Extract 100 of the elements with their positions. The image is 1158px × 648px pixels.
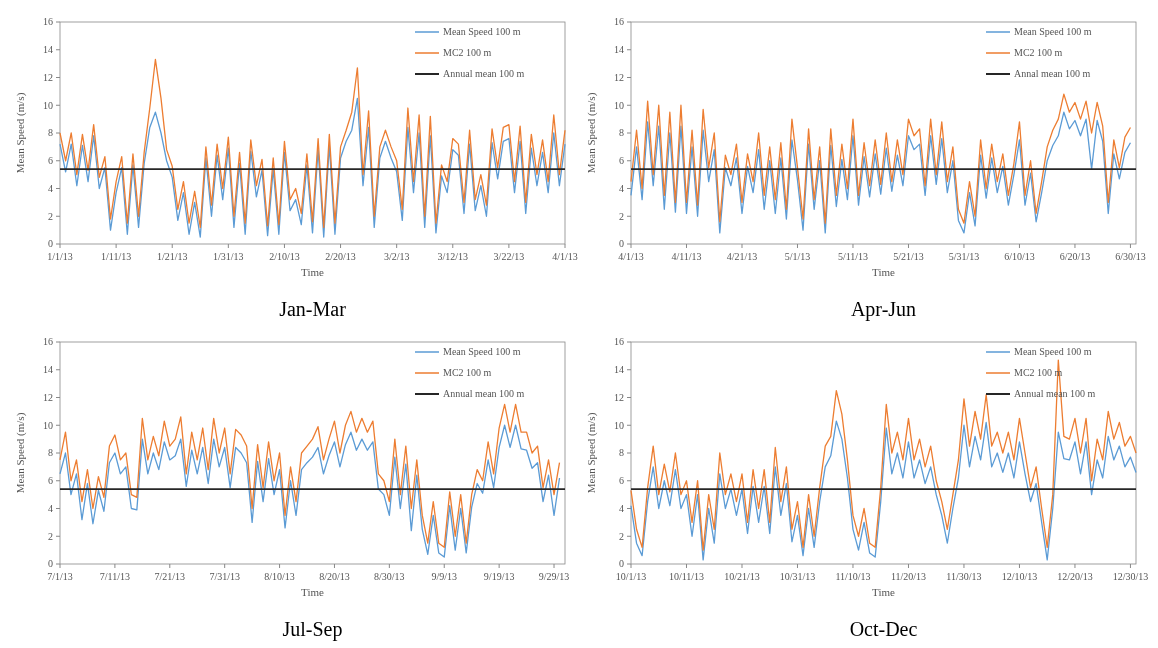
x-tick-label: 9/19/13 xyxy=(483,571,515,582)
y-tick-label: 8 xyxy=(48,127,53,139)
x-tick-label: 1/31/13 xyxy=(213,251,244,262)
text: Jul-Sep xyxy=(282,618,343,641)
x-tick-label: 4/1/13 xyxy=(618,251,644,262)
line-series xyxy=(630,111,1132,234)
y-tick-label: 2 xyxy=(48,210,53,222)
y-axis-title: Mean Speed (m/s) xyxy=(585,412,598,494)
line-series xyxy=(630,93,1132,224)
x-tick-label: 4/21/13 xyxy=(726,251,758,262)
x-tick-label: 9/9/13 xyxy=(431,571,458,582)
x-tick-label: 1/11/13 xyxy=(101,251,132,262)
legend-label: Annal mean 100 m xyxy=(1014,68,1091,80)
y-tick-label: 10 xyxy=(43,419,53,431)
y-tick-label: 16 xyxy=(614,16,624,28)
y-tick-label: 4 xyxy=(619,502,624,514)
y-axis-title: Mean Speed (m/s) xyxy=(14,92,27,174)
y-tick-label: 16 xyxy=(43,16,53,28)
y-tick-label: 2 xyxy=(619,210,624,222)
x-tick-label: 4/11/13 xyxy=(671,251,702,262)
y-tick-label: 12 xyxy=(43,391,53,403)
y-tick-label: 6 xyxy=(48,155,53,167)
x-tick-label: 2/20/13 xyxy=(325,251,356,262)
x-tick-label: 3/2/13 xyxy=(383,251,410,262)
x-axis-title: Time xyxy=(301,266,325,278)
y-tick-label: 6 xyxy=(48,475,53,487)
y-tick-label: 0 xyxy=(619,558,624,570)
y-tick-label: 8 xyxy=(619,127,624,139)
y-tick-label: 8 xyxy=(48,447,53,459)
legend-label: Mean Speed 100 m xyxy=(1014,346,1092,358)
y-tick-label: 0 xyxy=(619,238,624,250)
legend-label: Mean Speed 100 m xyxy=(1014,26,1092,38)
x-axis-title: Time xyxy=(872,266,896,278)
x-tick-label: 5/1/13 xyxy=(784,251,811,262)
x-axis-title: Time xyxy=(301,586,325,598)
y-tick-label: 0 xyxy=(48,238,53,250)
y-tick-label: 6 xyxy=(619,155,624,167)
x-tick-label: 8/30/13 xyxy=(374,571,405,582)
legend-label: Mean Speed 100 m xyxy=(443,346,521,358)
x-tick-label: 10/1/13 xyxy=(615,571,647,582)
x-tick-label: 6/30/13 xyxy=(1115,251,1146,262)
legend-label: Annual mean 100 m xyxy=(443,388,525,400)
x-tick-label: 5/31/13 xyxy=(948,251,980,262)
x-tick-label: 4/1/13 xyxy=(552,251,578,262)
x-tick-label: 11/20/13 xyxy=(890,571,927,582)
y-tick-label: 14 xyxy=(614,44,624,56)
text: Apr-Jun xyxy=(850,298,917,321)
x-tick-label: 12/30/13 xyxy=(1112,571,1149,582)
x-tick-label: 12/10/13 xyxy=(1001,571,1038,582)
y-axis-title: Mean Speed (m/s) xyxy=(585,92,598,174)
line-series xyxy=(59,424,561,558)
line-series xyxy=(630,420,1137,561)
x-tick-label: 5/11/13 xyxy=(837,251,869,262)
y-tick-label: 2 xyxy=(48,530,53,542)
legend-label: MC2 100 m xyxy=(443,367,492,379)
y-tick-label: 6 xyxy=(619,475,624,487)
y-tick-label: 14 xyxy=(43,364,53,376)
legend-label: Mean Speed 100 m xyxy=(443,26,521,38)
y-tick-label: 14 xyxy=(43,44,53,56)
y-tick-label: 12 xyxy=(614,391,624,403)
x-tick-label: 7/21/13 xyxy=(154,571,186,582)
y-tick-label: 4 xyxy=(48,182,53,194)
y-tick-label: 4 xyxy=(48,502,53,514)
y-tick-label: 14 xyxy=(614,364,624,376)
x-tick-label: 2/10/13 xyxy=(269,251,300,262)
x-tick-label: 10/31/13 xyxy=(779,571,816,582)
x-tick-label: 10/11/13 xyxy=(668,571,705,582)
y-tick-label: 10 xyxy=(614,99,624,111)
x-tick-label: 6/20/13 xyxy=(1059,251,1091,262)
x-tick-label: 8/20/13 xyxy=(319,571,350,582)
x-tick-label: 1/21/13 xyxy=(156,251,188,262)
text: Jan-Mar xyxy=(279,298,347,320)
y-tick-label: 8 xyxy=(619,447,624,459)
y-tick-label: 10 xyxy=(614,419,624,431)
x-tick-label: 10/21/13 xyxy=(724,571,760,582)
y-tick-label: 10 xyxy=(43,99,53,111)
y-tick-label: 4 xyxy=(619,182,624,194)
legend-label: Annual mean 100 m xyxy=(443,68,525,80)
x-axis-title: Time xyxy=(872,586,896,598)
y-tick-label: 16 xyxy=(614,336,624,348)
y-tick-label: 16 xyxy=(43,336,53,348)
y-tick-label: 12 xyxy=(43,71,53,83)
x-tick-label: 9/29/13 xyxy=(538,571,570,582)
legend-label: MC2 100 m xyxy=(443,47,492,59)
x-tick-label: 3/12/13 xyxy=(437,251,469,262)
y-tick-label: 2 xyxy=(619,530,624,542)
line-series xyxy=(59,403,561,548)
x-tick-label: 11/30/13 xyxy=(946,571,982,582)
text: Oct-Dec xyxy=(849,618,918,640)
x-tick-label: 3/22/13 xyxy=(493,251,525,262)
x-tick-label: 5/21/13 xyxy=(893,251,924,262)
line-series xyxy=(630,359,1137,551)
x-tick-label: 12/20/13 xyxy=(1057,571,1093,582)
x-tick-label: 8/10/13 xyxy=(264,571,295,582)
legend-label: MC2 100 m xyxy=(1014,47,1063,59)
y-tick-label: 0 xyxy=(48,558,53,570)
x-tick-label: 7/31/13 xyxy=(209,571,240,582)
x-tick-label: 7/1/13 xyxy=(47,571,73,582)
y-axis-title: Mean Speed (m/s) xyxy=(14,412,27,494)
x-tick-label: 7/11/13 xyxy=(99,571,130,582)
